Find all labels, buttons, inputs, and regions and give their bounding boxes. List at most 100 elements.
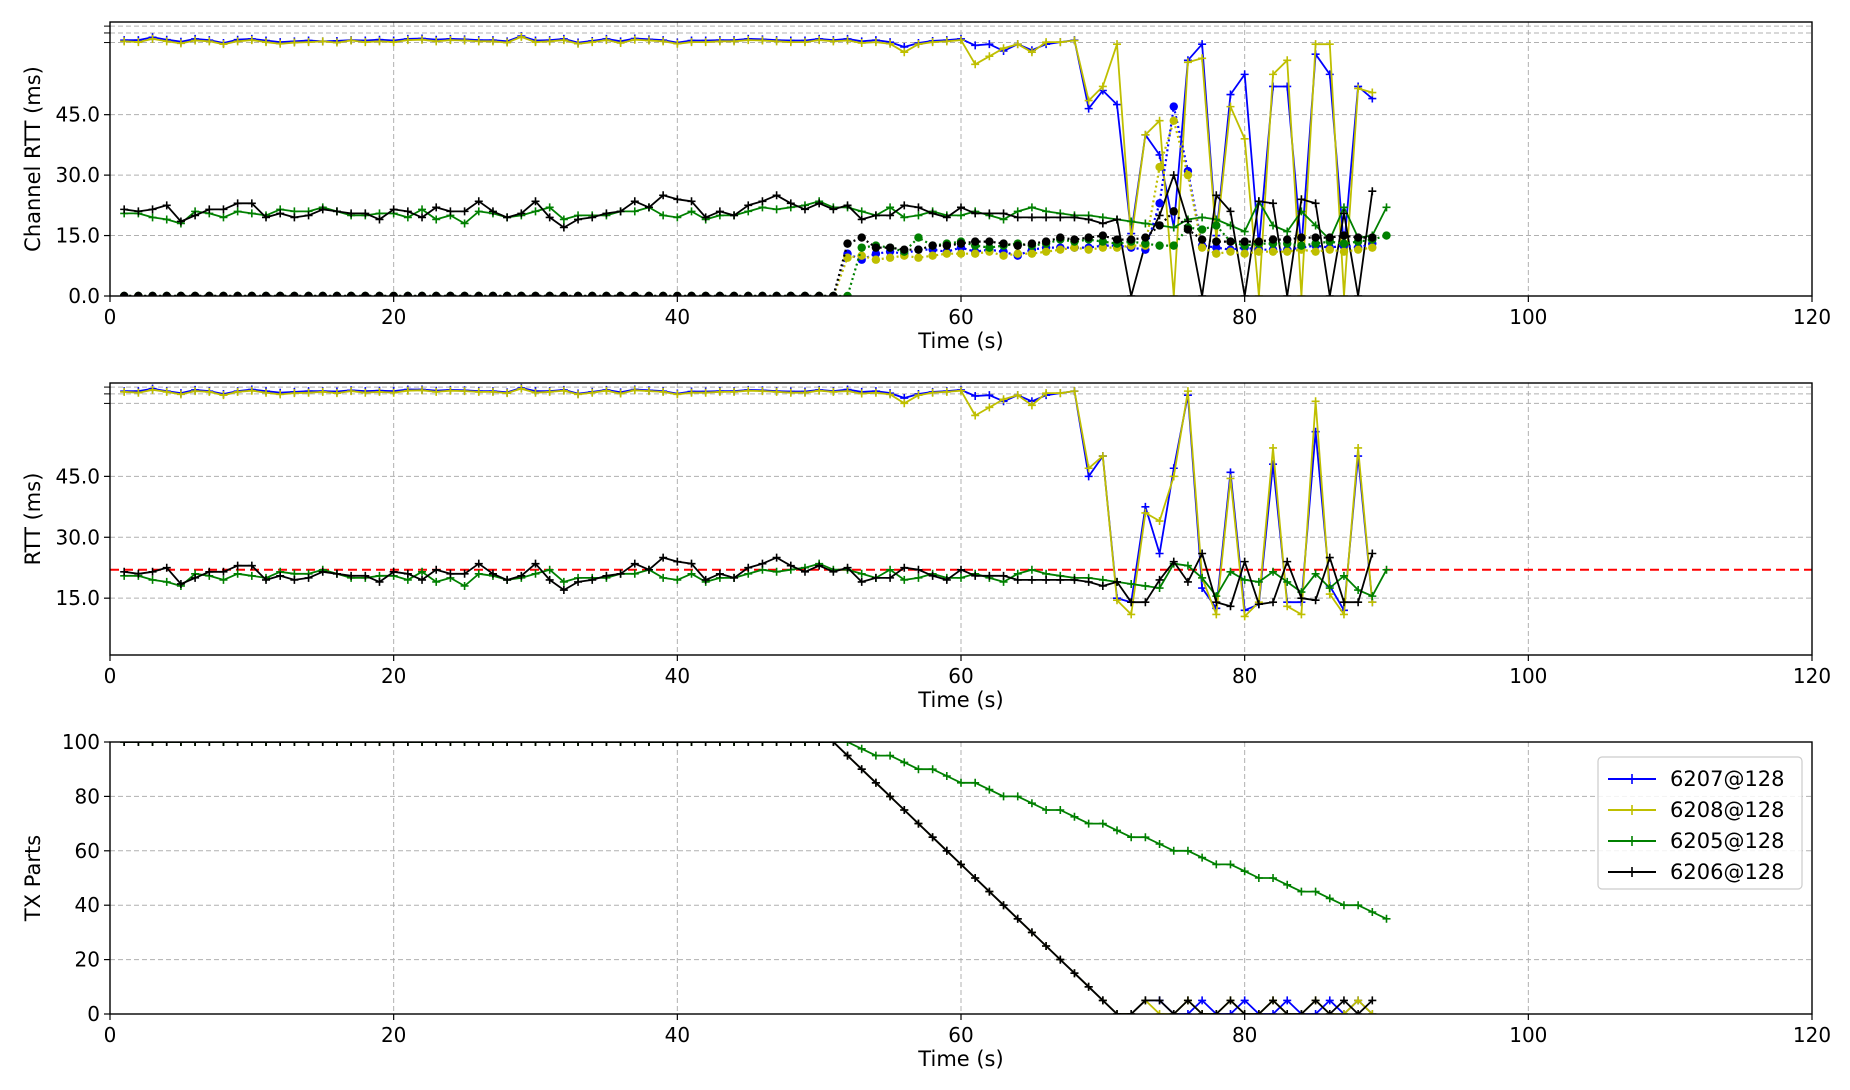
data-point	[1297, 292, 1306, 296]
data-point	[886, 203, 895, 212]
data-point	[247, 571, 256, 580]
data-point	[347, 209, 356, 218]
data-point	[871, 38, 880, 47]
data-point	[176, 579, 185, 588]
data-point	[531, 559, 540, 568]
data-point	[871, 573, 880, 582]
data-point	[545, 213, 554, 222]
legend-label: 6207@128	[1670, 767, 1785, 791]
data-point	[347, 36, 356, 45]
data-point	[659, 742, 668, 746]
data-point	[332, 389, 341, 398]
data-point	[1027, 239, 1037, 248]
data-point	[588, 291, 597, 296]
data-point	[786, 38, 795, 47]
data-point	[1027, 565, 1036, 574]
data-point	[814, 291, 824, 296]
data-point	[1283, 996, 1292, 1005]
data-point	[418, 567, 427, 576]
data-point	[1240, 292, 1249, 296]
data-point	[148, 742, 157, 746]
data-point	[148, 291, 157, 296]
data-point	[1098, 219, 1107, 228]
data-point	[474, 569, 483, 578]
legend-entry: 6207@128	[1608, 767, 1785, 791]
data-point	[730, 742, 739, 746]
data-point	[1127, 217, 1136, 226]
data-point	[786, 291, 795, 296]
x-axis-label: Time (s)	[917, 1047, 1003, 1071]
data-point	[1183, 577, 1192, 586]
data-point	[1070, 36, 1079, 45]
data-point	[1283, 247, 1292, 256]
data-point	[503, 742, 512, 746]
data-point	[1368, 187, 1377, 196]
data-point	[843, 36, 852, 45]
data-point	[1254, 197, 1263, 206]
data-point	[857, 569, 866, 578]
data-point	[942, 387, 951, 396]
data-point	[1013, 40, 1022, 49]
data-point	[886, 211, 895, 220]
data-point	[488, 291, 498, 296]
data-point	[1070, 387, 1079, 396]
data-point	[304, 388, 313, 397]
data-point	[432, 565, 441, 574]
data-point	[262, 38, 271, 47]
data-point	[1141, 996, 1150, 1005]
data-point	[659, 553, 668, 562]
data-point	[219, 40, 228, 49]
data-point	[1141, 833, 1150, 842]
data-point	[1339, 1010, 1348, 1014]
data-point	[460, 387, 469, 396]
data-point	[517, 209, 526, 218]
data-point	[1141, 130, 1150, 139]
data-point	[616, 291, 625, 296]
data-point	[389, 291, 398, 296]
data-point	[1198, 54, 1207, 63]
data-point	[1353, 245, 1363, 254]
data-point	[1354, 292, 1363, 296]
data-point	[1112, 235, 1122, 244]
data-point	[644, 291, 654, 296]
data-point	[942, 213, 951, 222]
data-point	[1297, 887, 1306, 896]
data-point	[1056, 389, 1065, 398]
data-point	[942, 772, 951, 780]
data-point	[219, 205, 228, 214]
data-point	[673, 390, 682, 399]
data-point	[262, 213, 271, 222]
data-point	[843, 751, 852, 760]
data-point	[162, 291, 171, 296]
series-6206-128	[120, 549, 1377, 611]
data-point	[772, 387, 781, 396]
data-point	[630, 207, 639, 216]
data-point	[1098, 819, 1107, 828]
data-point	[1084, 104, 1093, 113]
x-axis-label: Time (s)	[917, 688, 1003, 712]
data-point	[687, 559, 696, 568]
data-point	[205, 37, 214, 46]
data-point	[1056, 213, 1065, 222]
data-point	[659, 211, 668, 220]
data-point	[1325, 1010, 1334, 1014]
data-point	[517, 32, 526, 41]
data-point	[1198, 1010, 1207, 1014]
data-point	[1169, 171, 1178, 180]
data-point	[432, 291, 441, 296]
data-point	[957, 386, 965, 395]
data-point	[134, 569, 143, 578]
data-point	[545, 565, 554, 574]
data-point	[176, 291, 186, 296]
data-point	[588, 742, 597, 746]
data-point	[1353, 233, 1363, 242]
data-point	[1098, 243, 1108, 252]
y-tick-label: 20	[75, 948, 100, 972]
data-point	[985, 237, 994, 246]
data-point	[758, 387, 767, 396]
data-point	[942, 249, 952, 258]
data-point	[1339, 209, 1348, 218]
data-point	[247, 199, 256, 208]
data-point	[290, 291, 299, 296]
data-point	[176, 742, 185, 746]
